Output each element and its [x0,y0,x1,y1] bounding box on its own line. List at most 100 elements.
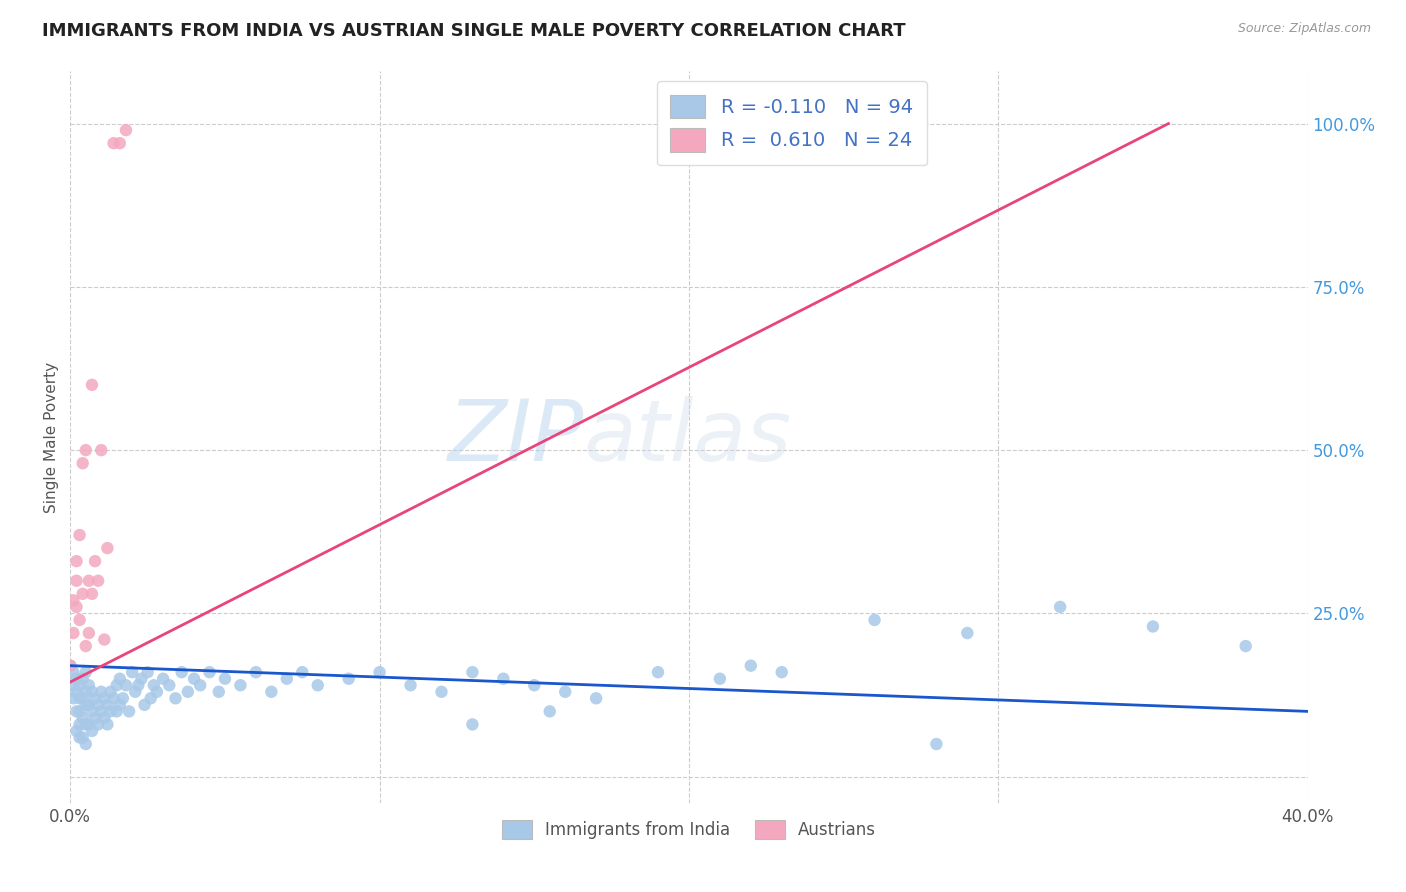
Point [115,678,138,692]
Point [183,672,205,686]
Point [80,705,103,719]
Point [96,541,118,555]
Point [1234,639,1257,653]
Point [65,672,87,686]
Point [87,574,110,588]
Point [118,705,141,719]
Point [77,626,100,640]
Point [165,691,187,706]
Point [956,626,979,640]
Point [80,587,103,601]
Point [72,731,94,745]
Point [65,685,87,699]
Point [80,685,103,699]
Point [108,698,131,712]
Point [62,593,84,607]
Text: atlas: atlas [583,395,792,479]
Point [461,665,484,680]
Point [770,665,793,680]
Point [121,665,143,680]
Point [69,528,91,542]
Point [103,136,125,151]
Point [260,685,283,699]
Point [647,665,669,680]
Point [399,678,422,692]
Point [523,678,546,692]
Point [84,691,107,706]
Point [75,717,97,731]
Point [87,717,110,731]
Point [65,599,87,614]
Point [69,613,91,627]
Point [127,678,149,692]
Point [75,737,97,751]
Point [188,678,211,692]
Point [62,665,84,680]
Point [65,705,87,719]
Point [157,678,180,692]
Point [93,711,115,725]
Point [229,678,252,692]
Point [59,658,82,673]
Point [368,665,391,680]
Point [214,672,236,686]
Point [276,672,298,686]
Point [62,691,84,706]
Point [69,678,91,692]
Point [492,672,515,686]
Point [1142,619,1164,633]
Point [1049,599,1071,614]
Point [170,665,193,680]
Point [139,691,162,706]
Point [103,691,125,706]
Point [208,685,231,699]
Point [77,574,100,588]
Point [69,691,91,706]
Point [93,691,115,706]
Point [80,723,103,738]
Point [75,685,97,699]
Point [77,698,100,712]
Point [142,678,165,692]
Point [538,705,561,719]
Point [62,626,84,640]
Point [72,672,94,686]
Point [863,613,886,627]
Point [72,691,94,706]
Point [105,678,128,692]
Point [111,691,134,706]
Point [307,678,329,692]
Point [69,731,91,745]
Point [87,698,110,712]
Point [75,698,97,712]
Legend: Immigrants from India, Austrians: Immigrants from India, Austrians [495,814,883,846]
Point [198,665,221,680]
Point [177,685,200,699]
Point [245,665,267,680]
Point [134,698,156,712]
Point [96,717,118,731]
Point [100,685,122,699]
Point [146,685,169,699]
Point [108,136,131,151]
Point [96,698,118,712]
Point [90,443,112,458]
Point [131,672,153,686]
Point [75,443,97,458]
Text: Source: ZipAtlas.com: Source: ZipAtlas.com [1237,22,1371,36]
Point [77,717,100,731]
Point [740,658,762,673]
Point [69,705,91,719]
Point [430,685,453,699]
Point [59,658,82,673]
Point [65,554,87,568]
Point [461,717,484,731]
Point [152,672,174,686]
Point [72,711,94,725]
Point [72,587,94,601]
Point [100,705,122,719]
Point [90,705,112,719]
Y-axis label: Single Male Poverty: Single Male Poverty [44,361,59,513]
Point [69,717,91,731]
Point [65,574,87,588]
